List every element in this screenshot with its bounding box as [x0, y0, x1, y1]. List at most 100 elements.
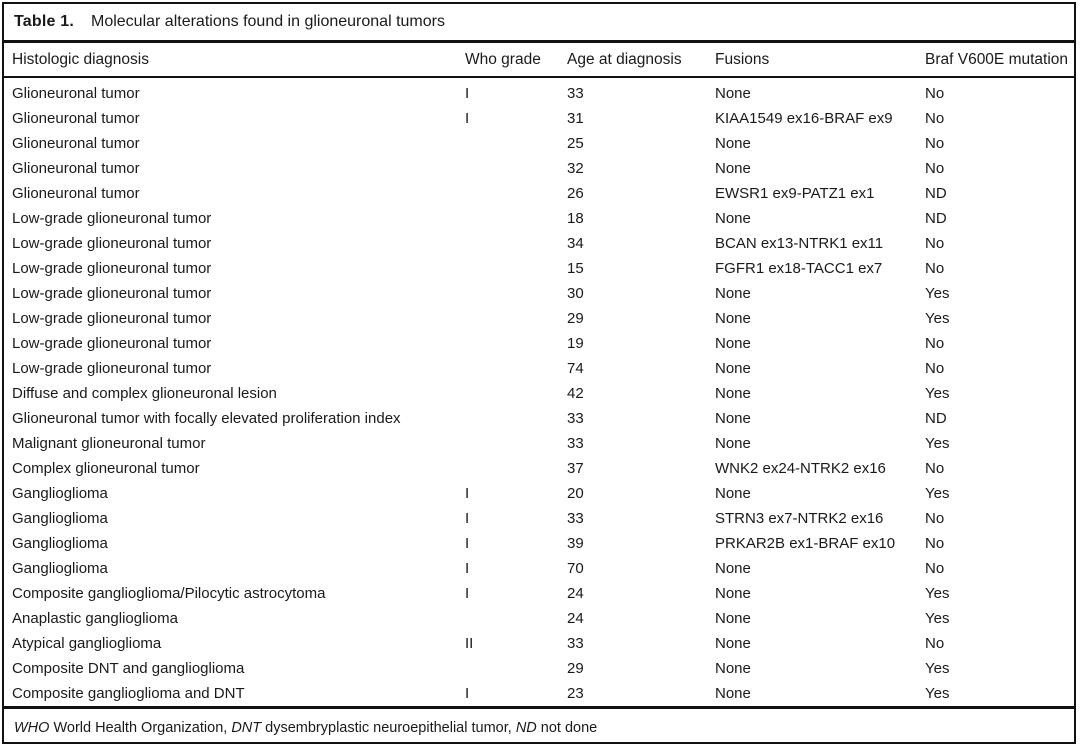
table-cell: 74 [567, 360, 584, 377]
table-row: Glioneuronal tumor with focally elevated… [4, 406, 1074, 431]
table-cell: No [925, 510, 945, 527]
table-cell: None [715, 685, 751, 702]
table-row: Low-grade glioneuronal tumor 19 None No [4, 331, 1074, 356]
table-cell: 33 [567, 510, 584, 527]
table-row: Low-grade glioneuronal tumor 15 FGFR1 ex18… [4, 256, 1074, 281]
table-cell [457, 131, 559, 156]
table-cell [457, 381, 559, 406]
table-row: Low-grade glioneuronal tumor 29 None Yes [4, 306, 1074, 331]
table-cell: PRKAR2B ex1-BRAF ex10 [715, 535, 896, 552]
table-cell: None [715, 335, 751, 352]
table-cell: No [925, 360, 945, 377]
footnote-text: World Health Organization, [49, 719, 232, 736]
table-cell [457, 356, 559, 381]
table-cell: None [715, 485, 751, 502]
column-header-braf-v600e-mutation: Braf V600E mutation [917, 43, 1074, 78]
table-cell [457, 306, 559, 331]
table-cell: None [715, 585, 751, 602]
table-cell: 32 [567, 160, 584, 177]
table-cell: 70 [567, 560, 584, 577]
table-cell: Ganglioglioma [12, 485, 108, 502]
table-cell: I [465, 585, 470, 602]
table-cell: II [465, 635, 474, 652]
table-row: Glioneuronal tumor 26 EWSR1 ex9-PATZ1 ex1 N… [4, 181, 1074, 206]
table-cell: Complex glioneuronal tumor [12, 460, 200, 477]
table-cell: 19 [567, 335, 584, 352]
table-cell: Ganglioglioma [12, 510, 108, 527]
table-cell: 23 [567, 685, 584, 702]
table-cell: 39 [567, 535, 584, 552]
table-cell: Glioneuronal tumor [12, 135, 140, 152]
table-cell [457, 181, 559, 206]
table-cell: Yes [925, 485, 950, 502]
table-cell: No [925, 535, 945, 552]
table-cell [457, 281, 559, 306]
table-cell: Yes [925, 610, 950, 627]
table-row: Ganglioglioma I 70 None No [4, 556, 1074, 581]
table-cell: I [465, 110, 470, 127]
table-row: Malignant glioneuronal tumor 33 None Yes [4, 431, 1074, 456]
table-cell: Composite ganglioglioma/Pilocytic astroc… [12, 585, 326, 602]
table-cell: No [925, 110, 945, 127]
table-row: Ganglioglioma I 33 STRN3 ex7-NTRK2 ex16 No [4, 506, 1074, 531]
table-row: Glioneuronal tumor I 31 KIAA1549 ex16-BRAF … [4, 106, 1074, 131]
table-cell: 18 [567, 210, 584, 227]
table-cell: None [715, 210, 751, 227]
table-cell: 37 [567, 460, 584, 477]
table-cell: No [925, 235, 945, 252]
footnote-text: dysembryplastic neuroepithelial tumor, [261, 719, 516, 736]
table-cell: 33 [567, 435, 584, 452]
table-cell: FGFR1 ex18-TACC1 ex7 [715, 260, 883, 277]
molecular-alterations-table: Histologic diagnosis Who grade Age at di… [4, 43, 1074, 706]
table-cell: None [715, 85, 751, 102]
table-row: Atypical ganglioglioma II 33 None No [4, 631, 1074, 656]
table-cell: Ganglioglioma [12, 560, 108, 577]
table-cell: Atypical ganglioglioma [12, 635, 162, 652]
table-cell: KIAA1549 ex16-BRAF ex9 [715, 110, 893, 127]
table-row: Composite ganglioglioma and DNT I 23 None Ye… [4, 681, 1074, 706]
table-cell: No [925, 85, 945, 102]
table-cell: None [715, 135, 751, 152]
table-cell: None [715, 660, 751, 677]
table-cell: Ganglioglioma [12, 535, 108, 552]
table-cell: No [925, 260, 945, 277]
table-cell: I [465, 485, 470, 502]
column-header-age-at-diagnosis: Age at diagnosis [559, 43, 707, 78]
table-cell: None [715, 310, 751, 327]
table-cell: None [715, 160, 751, 177]
table-cell: I [465, 685, 470, 702]
table-cell: None [715, 285, 751, 302]
table-number-label: Table 1. [14, 13, 74, 30]
table-cell: No [925, 560, 945, 577]
table-row: Low-grade glioneuronal tumor 74 None No [4, 356, 1074, 381]
table-cell: 29 [567, 660, 584, 677]
table-row: Anaplastic ganglioglioma 24 None Yes [4, 606, 1074, 631]
table-cell: ND [925, 410, 947, 427]
column-header-histologic-diagnosis: Histologic diagnosis [4, 43, 457, 78]
table-cell: Diffuse and complex glioneuronal lesion [12, 385, 277, 402]
table-body: Glioneuronal tumor I 33 None No Glioneuronal … [4, 77, 1074, 706]
table-cell: Glioneuronal tumor [12, 110, 140, 127]
table-cell: Low-grade glioneuronal tumor [12, 360, 212, 377]
footnote-text: not done [536, 719, 598, 736]
table-cell: Low-grade glioneuronal tumor [12, 310, 212, 327]
table-header: Histologic diagnosis Who grade Age at di… [4, 43, 1074, 78]
table-cell: I [465, 560, 470, 577]
table-row: Ganglioglioma I 39 PRKAR2B ex1-BRAF ex10 No [4, 531, 1074, 556]
table-cell: 30 [567, 285, 584, 302]
table-cell: Malignant glioneuronal tumor [12, 435, 206, 452]
table-cell: Yes [925, 685, 950, 702]
table-row: Composite ganglioglioma/Pilocytic astroc… [4, 581, 1074, 606]
table-cell [457, 431, 559, 456]
table-cell: 33 [567, 85, 584, 102]
table-cell: Glioneuronal tumor [12, 185, 140, 202]
table-row: Diffuse and complex glioneuronal lesion 4… [4, 381, 1074, 406]
table-cell: 31 [567, 110, 584, 127]
table-cell: Low-grade glioneuronal tumor [12, 235, 212, 252]
table-cell: Yes [925, 385, 950, 402]
footnote-abbreviation: WHO [14, 719, 50, 736]
table-row: Glioneuronal tumor I 33 None No [4, 77, 1074, 106]
table-cell: 34 [567, 235, 584, 252]
table-cell: Composite ganglioglioma and DNT [12, 685, 245, 702]
